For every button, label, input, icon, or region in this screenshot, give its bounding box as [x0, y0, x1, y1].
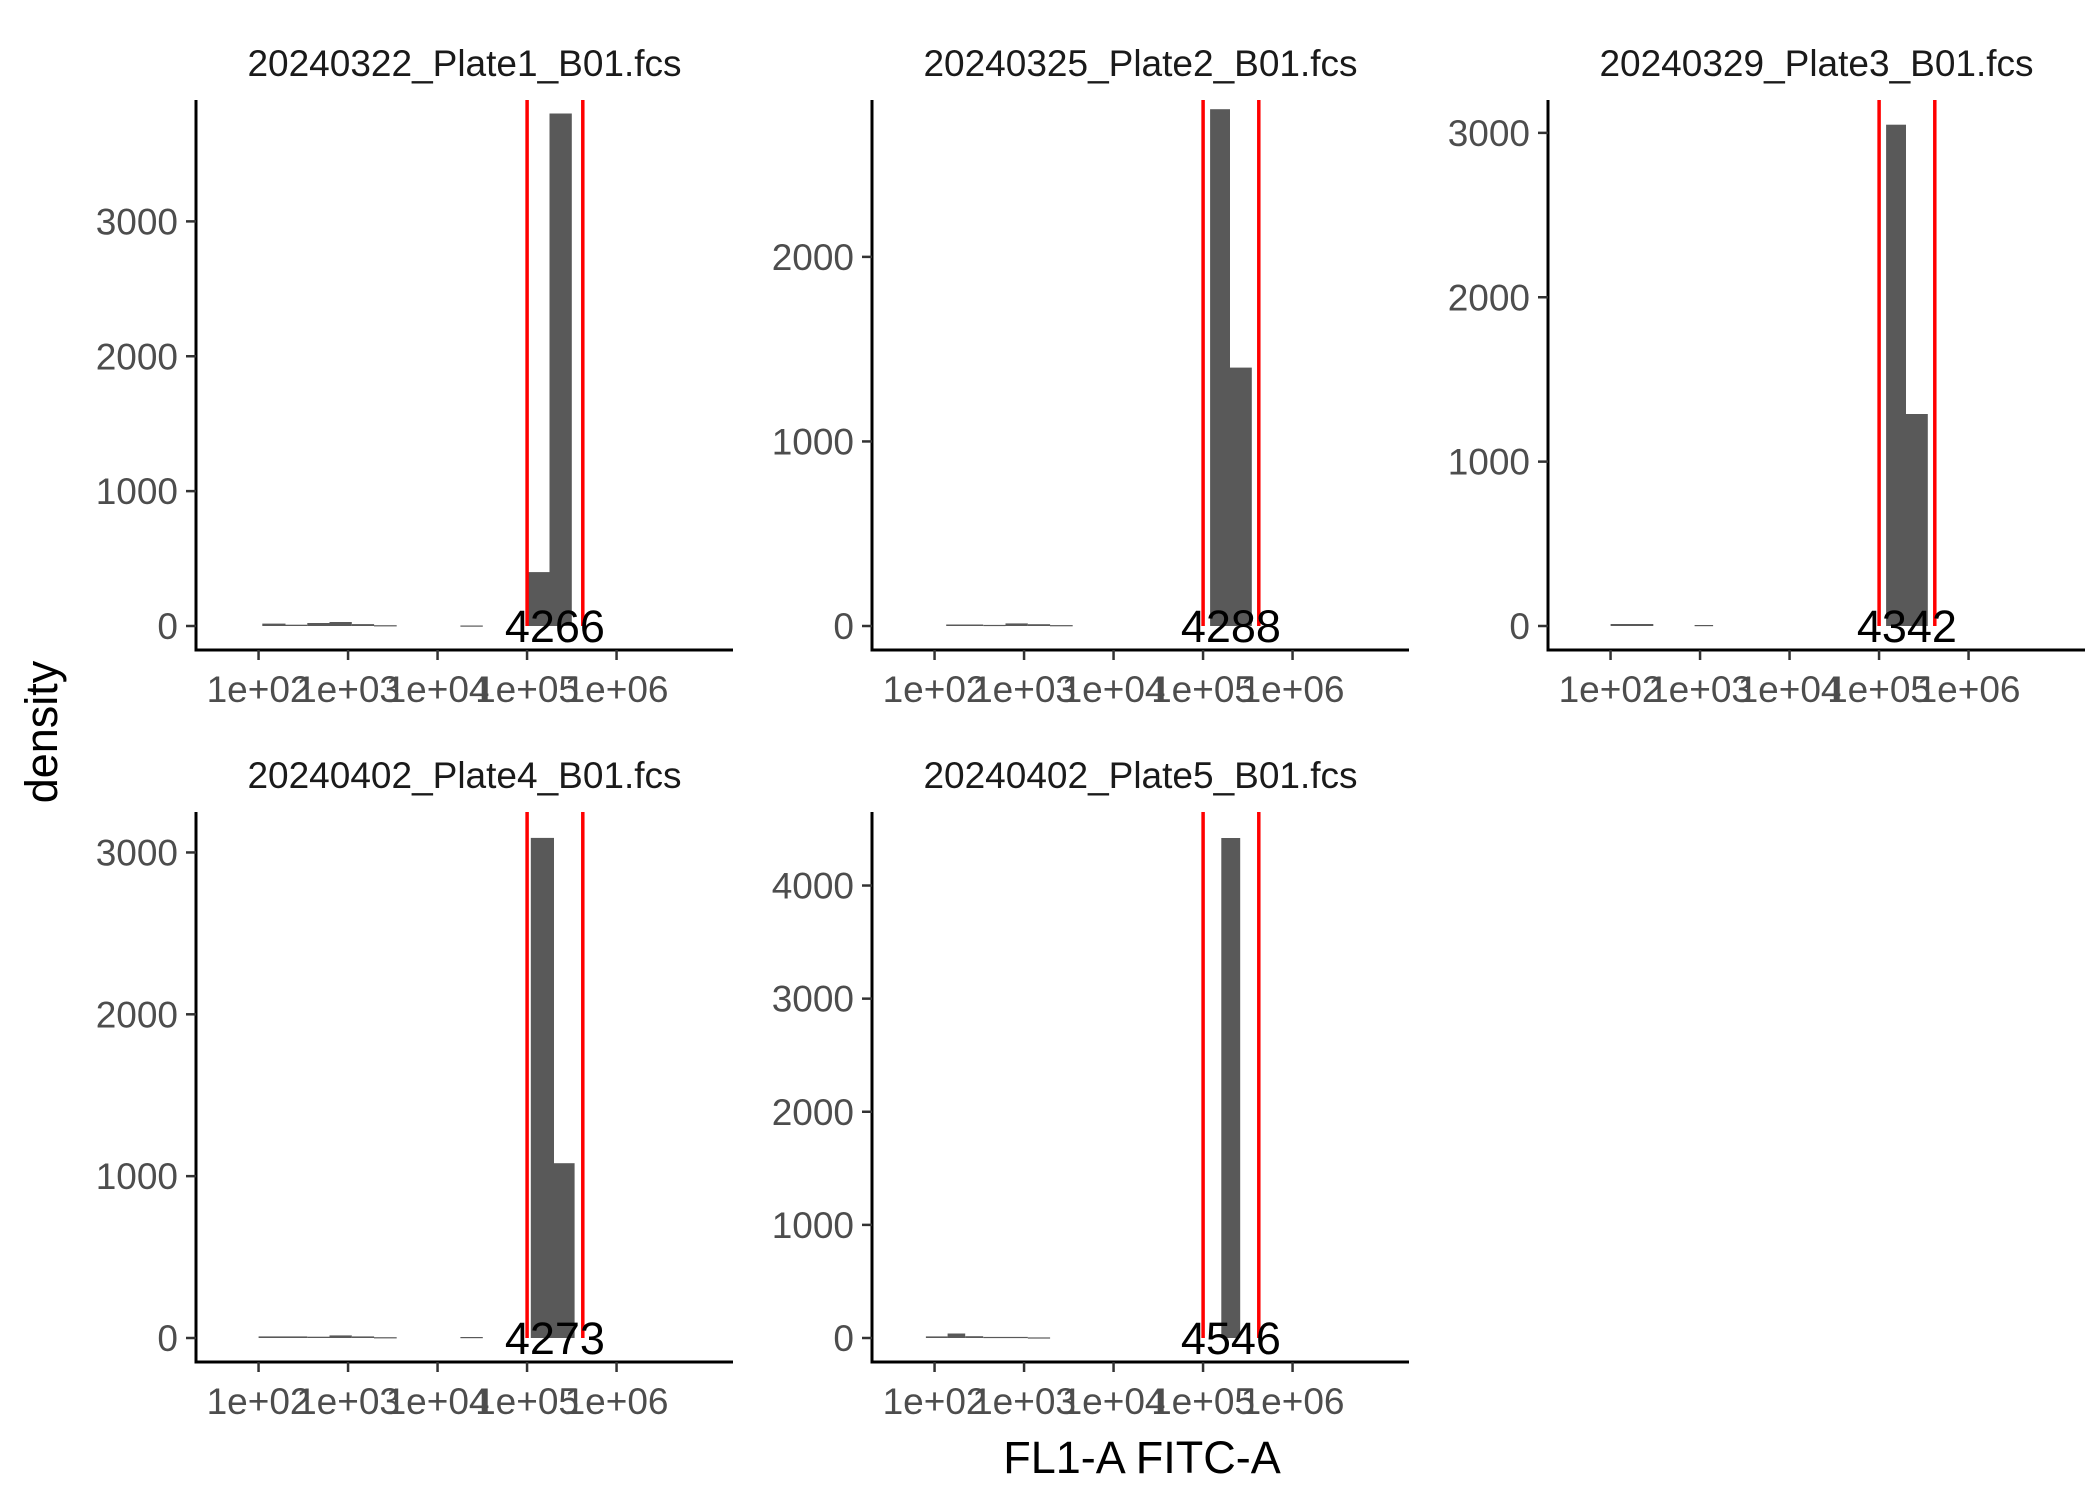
- x-tick-label: 1e+02: [1559, 669, 1663, 710]
- histogram-bar: [983, 1336, 1028, 1339]
- event-count-label: 4546: [1181, 1313, 1281, 1364]
- y-tick-label: 1000: [772, 421, 854, 462]
- x-tick-label: 1e+06: [1241, 669, 1345, 710]
- y-tick-label: 0: [1509, 606, 1530, 647]
- y-tick-label: 1000: [96, 471, 178, 512]
- histogram-bar: [549, 113, 572, 626]
- histogram-bar: [1027, 624, 1051, 626]
- y-tick-label: 1000: [1448, 442, 1530, 483]
- histogram-bar: [307, 623, 330, 626]
- y-tick-label: 2000: [772, 1092, 854, 1133]
- x-tick-label: 1e+03: [296, 669, 400, 710]
- y-tick-label: 4000: [772, 866, 854, 907]
- histogram-bar: [925, 1336, 948, 1338]
- y-tick-label: 3000: [772, 979, 854, 1020]
- histogram-bar: [285, 624, 308, 626]
- event-count-label: 4266: [505, 601, 605, 652]
- panels-layer: 20240322_Plate1_B01.fcs 4266 0 1000 2000 3000…: [96, 43, 2085, 1422]
- histogram-bar: [329, 1335, 352, 1338]
- y-tick-label: 2000: [1448, 277, 1530, 318]
- histogram-bar: [460, 1337, 483, 1339]
- x-axis-title: FL1-A FITC-A: [1003, 1432, 1281, 1483]
- histogram-bar: [1027, 1337, 1051, 1339]
- panel-5: 20240402_Plate5_B01.fcs 4546 0 1000 2000 3000…: [772, 755, 1409, 1422]
- histogram-bar: [374, 625, 397, 627]
- x-tick-label: 1e+04: [1062, 669, 1166, 710]
- y-tick-label: 0: [833, 606, 854, 647]
- panel-title: 20240402_Plate4_B01.fcs: [247, 755, 681, 796]
- x-tick-label: 1e+03: [1648, 669, 1752, 710]
- histogram-bar: [460, 625, 483, 627]
- y-tick-label: 0: [157, 606, 178, 647]
- histogram-bar: [1230, 367, 1252, 626]
- histogram-bar: [351, 1336, 375, 1338]
- y-tick-label: 2000: [96, 336, 178, 377]
- panel-title: 20240322_Plate1_B01.fcs: [247, 43, 681, 84]
- x-tick-label: 1e+03: [972, 1381, 1076, 1422]
- histogram-bar: [307, 1336, 330, 1338]
- histogram-bar: [947, 1333, 966, 1338]
- histogram-bar: [374, 1337, 397, 1339]
- histogram-bar: [1906, 414, 1928, 626]
- y-tick-label: 1000: [96, 1156, 178, 1197]
- panel-3: 20240329_Plate3_B01.fcs 4342 0 1000 2000 3000…: [1448, 43, 2085, 710]
- histogram-bar: [1221, 838, 1241, 1338]
- x-tick-label: 1e+04: [386, 1381, 490, 1422]
- event-count-label: 4342: [1857, 601, 1957, 652]
- panel-title: 20240325_Plate2_B01.fcs: [923, 43, 1357, 84]
- x-tick-label: 1e+04: [1062, 1381, 1166, 1422]
- histogram-bar: [1694, 625, 1714, 627]
- histogram-bar: [530, 837, 554, 1338]
- x-tick-label: 1e+06: [1917, 669, 2021, 710]
- histogram-bar: [965, 1336, 984, 1338]
- x-tick-label: 1e+06: [565, 1381, 669, 1422]
- histogram-bar: [329, 622, 352, 626]
- x-tick-label: 1e+05: [1827, 669, 1931, 710]
- x-tick-label: 1e+02: [207, 1381, 311, 1422]
- panel-title: 20240329_Plate3_B01.fcs: [1599, 43, 2033, 84]
- histogram-bar: [554, 1163, 575, 1338]
- y-tick-label: 0: [833, 1318, 854, 1359]
- x-tick-label: 1e+05: [1151, 669, 1255, 710]
- histogram-bar: [1610, 624, 1654, 626]
- x-tick-label: 1e+02: [207, 669, 311, 710]
- histogram-bar: [262, 623, 286, 626]
- histogram-bar: [258, 1336, 308, 1338]
- x-tick-label: 1e+04: [386, 669, 490, 710]
- panel-4: 20240402_Plate4_B01.fcs 4273 0 1000 2000 3000…: [96, 755, 733, 1422]
- histogram-bar: [1050, 625, 1073, 627]
- histogram-bar: [1005, 623, 1028, 626]
- y-tick-label: 0: [157, 1318, 178, 1359]
- event-count-label: 4288: [1181, 601, 1281, 652]
- panel-title: 20240402_Plate5_B01.fcs: [923, 755, 1357, 796]
- histogram-bar: [1210, 109, 1230, 626]
- histogram-bar: [983, 624, 1006, 627]
- x-tick-label: 1e+05: [475, 669, 579, 710]
- x-tick-label: 1e+02: [883, 1381, 987, 1422]
- panel-2: 20240325_Plate2_B01.fcs 4288 0 1000 2000 1e+0…: [772, 43, 1409, 710]
- x-tick-label: 1e+04: [1738, 669, 1842, 710]
- y-tick-label: 3000: [96, 832, 178, 873]
- x-tick-label: 1e+06: [1241, 1381, 1345, 1422]
- histogram-bar: [351, 624, 375, 626]
- histogram-bar: [946, 624, 984, 626]
- y-tick-label: 2000: [96, 994, 178, 1035]
- x-tick-label: 1e+02: [883, 669, 987, 710]
- y-axis-title: density: [16, 660, 67, 803]
- x-tick-label: 1e+05: [475, 1381, 579, 1422]
- panel-1: 20240322_Plate1_B01.fcs 4266 0 1000 2000 3000…: [96, 43, 733, 710]
- y-tick-label: 3000: [1448, 113, 1530, 154]
- histogram-bar: [527, 572, 550, 626]
- y-tick-label: 2000: [772, 237, 854, 278]
- x-tick-label: 1e+05: [1151, 1381, 1255, 1422]
- event-count-label: 4273: [505, 1313, 605, 1364]
- x-tick-label: 1e+06: [565, 669, 669, 710]
- histogram-bar: [1886, 124, 1906, 626]
- x-tick-label: 1e+03: [296, 1381, 400, 1422]
- x-tick-label: 1e+03: [972, 669, 1076, 710]
- y-tick-label: 3000: [96, 201, 178, 242]
- y-tick-label: 1000: [772, 1205, 854, 1246]
